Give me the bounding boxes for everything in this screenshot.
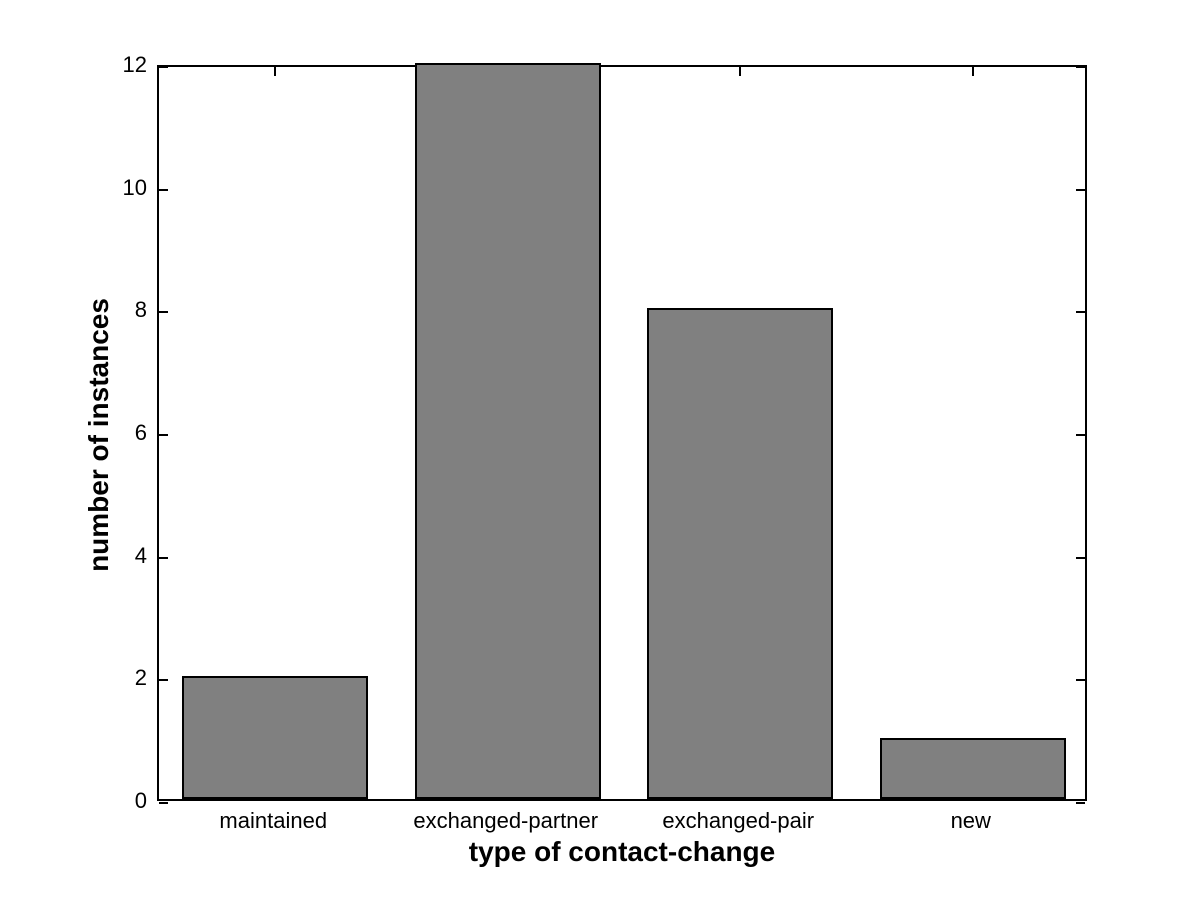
y-tick-mark <box>1076 434 1085 436</box>
y-tick-mark <box>1076 557 1085 559</box>
y-tick-mark <box>159 189 168 191</box>
y-tick-label: 4 <box>134 542 147 568</box>
y-tick-mark <box>159 66 168 68</box>
x-tick-label: exchanged-partner <box>413 808 599 833</box>
y-tick-mark <box>1076 189 1085 191</box>
y-tick-label: 12 <box>122 52 147 77</box>
y-tick-label: 10 <box>122 174 147 200</box>
bar-new <box>880 738 1066 799</box>
bar-maintained <box>182 676 368 799</box>
y-tick-mark <box>159 434 168 436</box>
x-tick-mark <box>274 67 276 76</box>
y-tick-label: 2 <box>134 665 147 691</box>
x-tick-label: new <box>950 808 991 833</box>
bar-exchanged-partner <box>415 63 601 799</box>
y-tick-mark <box>159 802 168 804</box>
y-tick-mark <box>159 311 168 313</box>
y-tick-mark <box>159 679 168 681</box>
y-tick-mark <box>159 557 168 559</box>
x-axis-title: type of contact-change <box>468 836 776 867</box>
x-tick-label: maintained <box>219 808 328 833</box>
plot-area <box>157 63 1087 804</box>
y-tick-mark <box>1076 311 1085 313</box>
y-tick-mark <box>1076 679 1085 681</box>
y-tick-label: 8 <box>134 297 147 323</box>
y-tick-label: 6 <box>134 420 147 445</box>
x-tick-mark <box>739 67 741 76</box>
x-tick-label: exchanged-pair <box>662 808 815 833</box>
bar-exchanged-pair <box>647 308 833 799</box>
x-tick-mark <box>972 67 974 76</box>
y-tick-label: 0 <box>134 788 147 813</box>
y-tick-mark <box>1076 802 1085 804</box>
y-tick-mark <box>1076 66 1085 68</box>
